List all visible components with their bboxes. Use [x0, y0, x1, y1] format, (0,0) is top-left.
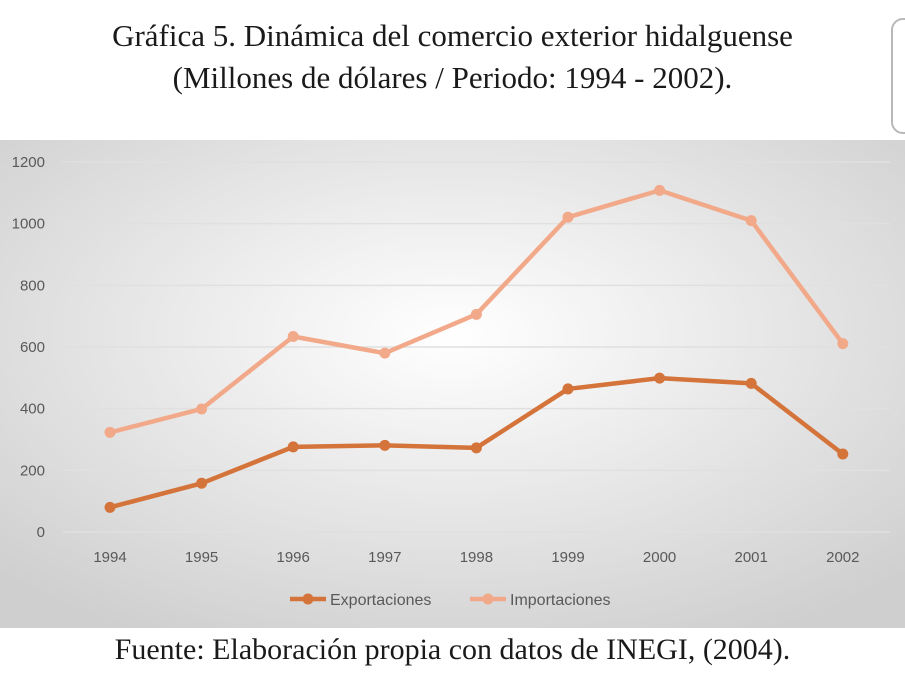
x-tick-label: 1995 — [185, 549, 218, 566]
data-point-exportaciones — [745, 377, 757, 389]
series-lines — [104, 184, 849, 513]
data-point-importaciones — [745, 215, 757, 227]
x-tick-label: 1994 — [93, 549, 126, 566]
y-tick-label: 0 — [37, 524, 45, 541]
y-axis-ticks: 0 200 400 600 800 1000 1200 — [12, 154, 45, 541]
y-tick-label: 400 — [20, 401, 45, 418]
chart-area: 0 200 400 600 800 1000 1200 1994 1995 1996 1997 19… — [0, 140, 905, 628]
x-tick-label: 2000 — [643, 549, 676, 566]
legend-swatch-marker — [482, 593, 494, 605]
x-tick-label: 1999 — [551, 549, 584, 566]
y-tick-label: 800 — [20, 277, 45, 294]
data-point-importaciones — [287, 331, 299, 343]
legend-item-exportaciones: Exportaciones — [290, 592, 431, 609]
series-importaciones — [104, 184, 849, 438]
data-point-exportaciones — [287, 441, 299, 453]
data-point-importaciones — [196, 403, 208, 415]
chart-subtitle: (Millones de dólares / Periodo: 1994 - 2… — [172, 60, 733, 95]
data-point-importaciones — [654, 184, 666, 196]
legend-swatch-marker — [302, 593, 314, 605]
x-axis-ticks: 1994 1995 1996 1997 1998 1999 2000 2001 2002 — [93, 549, 859, 566]
data-point-exportaciones — [104, 501, 116, 513]
edge-tab — [891, 18, 905, 134]
data-point-exportaciones — [654, 372, 666, 384]
data-point-exportaciones — [379, 439, 391, 451]
y-tick-label: 1200 — [12, 154, 45, 171]
data-point-importaciones — [379, 347, 391, 359]
data-point-exportaciones — [470, 442, 482, 454]
data-point-exportaciones — [562, 383, 574, 395]
y-tick-label: 200 — [20, 462, 45, 479]
data-point-importaciones — [837, 338, 849, 350]
legend: Exportaciones Importaciones — [290, 592, 611, 609]
legend-label: Importaciones — [510, 592, 611, 609]
legend-item-importaciones: Importaciones — [470, 592, 611, 609]
data-point-exportaciones — [837, 448, 849, 460]
series-exportaciones — [104, 372, 849, 513]
x-tick-label: 2001 — [735, 549, 768, 566]
legend-label: Exportaciones — [330, 592, 431, 609]
x-tick-label: 2002 — [826, 549, 859, 566]
data-point-importaciones — [104, 426, 116, 438]
data-point-importaciones — [562, 211, 574, 223]
y-tick-label: 1000 — [12, 216, 45, 233]
y-tick-label: 600 — [20, 339, 45, 356]
x-tick-label: 1996 — [277, 549, 310, 566]
chart-title: Gráfica 5. Dinámica del comercio exterio… — [112, 18, 793, 53]
source-note: Fuente: Elaboración propia con datos de … — [114, 633, 791, 666]
data-point-exportaciones — [196, 477, 208, 489]
chart-background — [0, 140, 905, 628]
x-tick-label: 1998 — [460, 549, 493, 566]
x-tick-label: 1997 — [368, 549, 401, 566]
data-point-importaciones — [470, 308, 482, 320]
